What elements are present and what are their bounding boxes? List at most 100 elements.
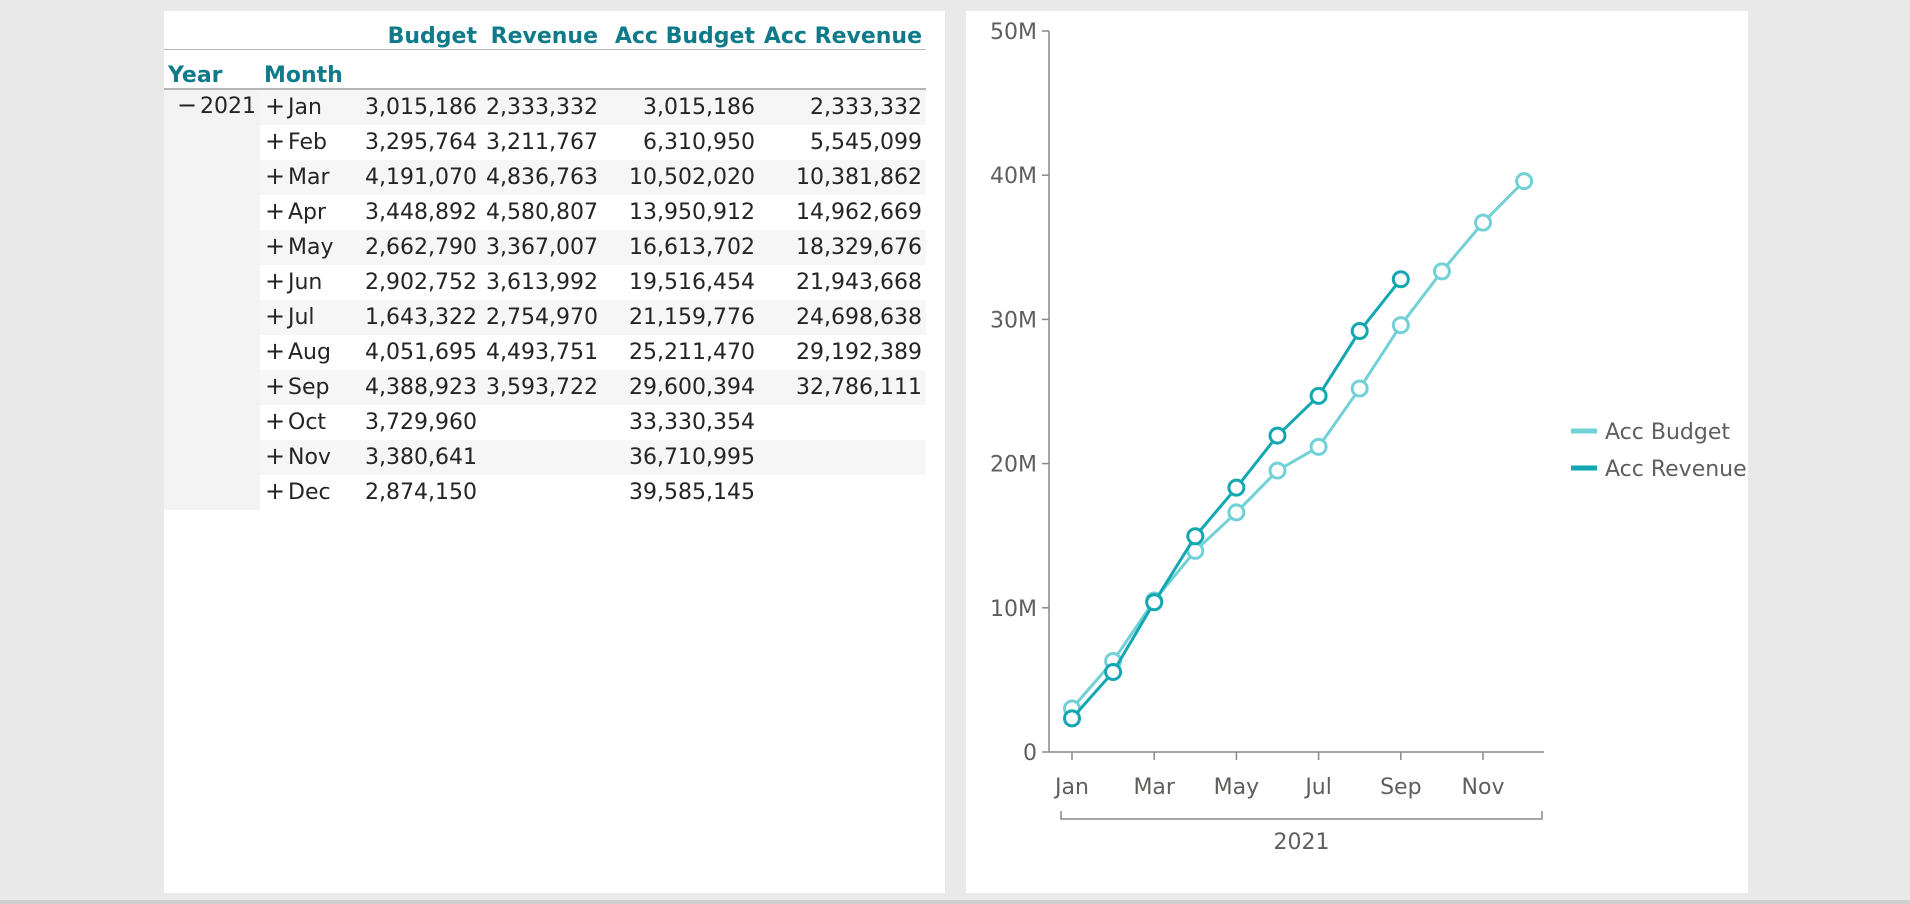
y-tick-label: 0 (1023, 741, 1037, 766)
expand-month-icon[interactable]: + (264, 131, 286, 151)
month-label: Dec (288, 480, 331, 505)
table-row: + Feb 3,295,764 3,211,767 6,310,950 5,545,099 (164, 125, 926, 160)
revenue-cell (481, 405, 602, 440)
budget-revenue-matrix: Budget Revenue Acc Budget Acc Revenue Ye… (164, 11, 926, 510)
matrix-body: −2021 + Jan 3,015,186 2,333,332 3,015,186 2,33… (164, 89, 926, 510)
month-cell: + Feb (260, 125, 359, 160)
budget-cell: 2,662,790 (359, 230, 481, 265)
table-row: + Apr 3,448,892 4,580,807 13,950,912 14,962,6… (164, 195, 926, 230)
expand-month-icon[interactable]: + (264, 411, 286, 431)
expand-month-icon[interactable]: + (264, 446, 286, 466)
x-tick-label: Sep (1380, 775, 1421, 800)
acc-budget-point (1517, 174, 1532, 189)
month-cell: + May (260, 230, 359, 265)
month-label: Jul (288, 305, 315, 330)
month-label: Oct (288, 410, 326, 435)
table-row: + Jul 1,643,322 2,754,970 21,159,776 24,698,6… (164, 300, 926, 335)
month-cell: + Sep (260, 370, 359, 405)
y-tick-label: 40M (990, 164, 1037, 189)
acc-revenue-cell: 32,786,111 (759, 370, 926, 405)
month-label: Mar (288, 165, 330, 190)
table-row: + May 2,662,790 3,367,007 16,613,702 18,329,6… (164, 230, 926, 265)
month-label: May (288, 235, 333, 260)
table-row: + Mar 4,191,070 4,836,763 10,502,020 10,381,8… (164, 160, 926, 195)
acc-revenue-cell (759, 475, 926, 510)
month-label: Jan (288, 95, 322, 120)
acc-revenue-point (1352, 324, 1367, 339)
year-column-header[interactable]: Year (164, 50, 260, 90)
acc-revenue-cell: 2,333,332 (759, 89, 926, 125)
revenue-cell: 4,580,807 (481, 195, 602, 230)
x-group-label: 2021 (1274, 830, 1330, 855)
acc-budget-cell: 21,159,776 (602, 300, 759, 335)
expand-month-icon[interactable]: + (264, 306, 286, 326)
acc-budget-cell: 6,310,950 (602, 125, 759, 160)
acc-budget-column-header[interactable]: Acc Budget (602, 11, 759, 50)
y-tick-label: 50M (990, 20, 1037, 45)
budget-cell: 1,643,322 (359, 300, 481, 335)
budget-cell: 3,729,960 (359, 405, 481, 440)
table-row: + Jun 2,902,752 3,613,992 19,516,454 21,943,6… (164, 265, 926, 300)
expand-month-icon[interactable]: + (264, 341, 286, 361)
x-tick-label: Nov (1462, 775, 1505, 800)
acc-budget-cell: 10,502,020 (602, 160, 759, 195)
revenue-cell: 3,613,992 (481, 265, 602, 300)
expand-month-icon[interactable]: + (264, 201, 286, 221)
month-cell: + Mar (260, 160, 359, 195)
acc-revenue-cell: 24,698,638 (759, 300, 926, 335)
collapse-year-icon[interactable]: − (176, 95, 198, 115)
table-row: + Sep 4,388,923 3,593,722 29,600,394 32,786,1… (164, 370, 926, 405)
month-label: Jun (288, 270, 322, 295)
acc-revenue-column-header[interactable]: Acc Revenue (759, 11, 926, 50)
expand-month-icon[interactable]: + (264, 481, 286, 501)
matrix-visual: Budget Revenue Acc Budget Acc Revenue Ye… (164, 11, 945, 893)
acc-budget-point (1434, 264, 1449, 279)
expand-month-icon[interactable]: + (264, 236, 286, 256)
expand-month-icon[interactable]: + (264, 96, 286, 116)
month-column-header[interactable]: Month (260, 50, 359, 90)
month-label: Nov (288, 445, 331, 470)
revenue-cell: 4,493,751 (481, 335, 602, 370)
acc-budget-cell: 36,710,995 (602, 440, 759, 475)
expand-month-icon[interactable]: + (264, 376, 286, 396)
budget-cell: 3,295,764 (359, 125, 481, 160)
x-group-bracket (1061, 811, 1542, 819)
revenue-cell: 2,333,332 (481, 89, 602, 125)
acc-revenue-point (1229, 480, 1244, 495)
budget-cell: 4,388,923 (359, 370, 481, 405)
expand-month-icon[interactable]: + (264, 166, 286, 186)
table-row: + Nov 3,380,641 36,710,995 (164, 440, 926, 475)
revenue-cell (481, 475, 602, 510)
acc-budget-cell: 39,585,145 (602, 475, 759, 510)
budget-cell: 4,191,070 (359, 160, 481, 195)
acc-revenue-point (1106, 665, 1121, 680)
x-tick-label: Mar (1133, 775, 1175, 800)
line-chart-visual: 0 10M 20M 30M 40M 50M Jan Mar May Jul Sep Nov 2021 Ac… (966, 11, 1748, 893)
expand-month-icon[interactable]: + (264, 271, 286, 291)
revenue-cell (481, 440, 602, 475)
acc-revenue-point (1147, 595, 1162, 610)
bottom-edge (0, 900, 1910, 904)
acc-revenue-cell: 18,329,676 (759, 230, 926, 265)
acc-revenue-series-line (1072, 279, 1401, 718)
acc-revenue-point (1393, 272, 1408, 287)
acc-budget-point (1270, 463, 1285, 478)
revenue-cell: 2,754,970 (481, 300, 602, 335)
acc-budget-cell: 29,600,394 (602, 370, 759, 405)
revenue-column-header[interactable]: Revenue (481, 11, 602, 50)
acc-budget-cell: 25,211,470 (602, 335, 759, 370)
revenue-cell: 4,836,763 (481, 160, 602, 195)
budget-cell: 3,448,892 (359, 195, 481, 230)
acc-budget-point (1393, 318, 1408, 333)
acc-budget-cell: 19,516,454 (602, 265, 759, 300)
budget-column-header[interactable]: Budget (359, 11, 481, 50)
month-cell: + Dec (260, 475, 359, 510)
month-cell: + Nov (260, 440, 359, 475)
acc-budget-revenue-line-chart: 0 10M 20M 30M 40M 50M Jan Mar May Jul Sep Nov 2021 Ac… (966, 11, 1748, 893)
x-tick-label: Jul (1303, 775, 1332, 800)
budget-cell: 4,051,695 (359, 335, 481, 370)
budget-cell: 2,874,150 (359, 475, 481, 510)
acc-revenue-cell: 21,943,668 (759, 265, 926, 300)
table-row: + Aug 4,051,695 4,493,751 25,211,470 29,192,3… (164, 335, 926, 370)
y-tick-label: 10M (990, 597, 1037, 622)
